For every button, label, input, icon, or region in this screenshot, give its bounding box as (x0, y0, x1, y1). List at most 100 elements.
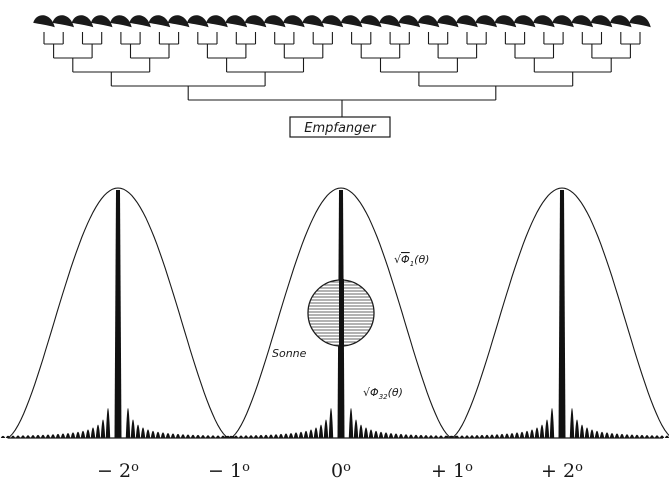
side-lobe (75, 431, 81, 438)
element-envelope (229, 187, 453, 439)
side-lobe (200, 435, 206, 438)
side-lobe (619, 433, 625, 438)
axis-label-minus-1: − 1o (208, 460, 250, 482)
side-lobe (549, 408, 555, 438)
side-lobe (499, 433, 505, 438)
side-lobe (524, 430, 530, 438)
side-lobe (368, 429, 374, 438)
antenna-dish (71, 15, 94, 28)
antenna-dish (398, 15, 421, 28)
axis-label-plus-1: + 1o (431, 460, 473, 482)
side-lobe (504, 433, 510, 438)
side-lobe (323, 419, 329, 438)
side-lobe (308, 429, 314, 438)
side-lobe (644, 435, 650, 438)
side-lobe (574, 419, 580, 438)
side-lobe (190, 434, 196, 438)
side-lobe (70, 432, 76, 438)
side-lobe (65, 433, 71, 438)
element-envelope (6, 187, 230, 439)
side-lobe (584, 427, 590, 438)
side-lobe (125, 408, 131, 438)
side-lobe (604, 432, 610, 438)
antenna-dish (225, 15, 248, 28)
side-lobe (170, 433, 176, 438)
side-lobe (579, 424, 585, 438)
axis-label-plus-2: + 2o (541, 460, 583, 482)
side-lobe (318, 424, 324, 438)
side-lobe (130, 419, 136, 438)
side-lobe (328, 408, 334, 438)
antenna-dish (513, 15, 536, 28)
antenna-dish (571, 15, 594, 28)
side-lobe (155, 431, 161, 438)
antenna-dish (590, 15, 613, 28)
antenna-dish (129, 15, 151, 28)
side-lobe (393, 433, 399, 438)
side-lobe (614, 433, 620, 438)
side-lobe (248, 435, 254, 438)
side-lobe (348, 408, 354, 438)
side-lobe (539, 424, 545, 438)
antenna-dish (610, 15, 632, 28)
antenna-dish (552, 15, 574, 28)
side-lobe (594, 430, 600, 438)
antenna-dish (90, 15, 113, 28)
antenna-dish (206, 15, 228, 28)
antenna-dish (321, 15, 344, 28)
side-lobe (484, 434, 490, 438)
side-lobe (358, 424, 364, 438)
element-pattern-label: √Φ1(θ) (394, 253, 429, 268)
antenna-dish (33, 15, 55, 28)
side-lobe (45, 434, 51, 438)
side-lobe (363, 427, 369, 438)
side-lobe (273, 434, 279, 438)
side-lobe (278, 433, 284, 438)
element-pattern-envelopes (6, 187, 669, 439)
side-lobe (494, 434, 500, 438)
element-envelope (450, 187, 669, 439)
side-lobe (90, 427, 96, 438)
antenna-dish (52, 15, 75, 28)
receiver-box: Empfanger (289, 116, 391, 138)
side-lobe (40, 434, 46, 438)
side-lobe (544, 419, 550, 438)
side-lobe (418, 434, 424, 438)
sun-label: Sonne (272, 347, 307, 360)
antenna-array (33, 15, 651, 28)
side-lobe (100, 419, 106, 438)
side-lobe (353, 419, 359, 438)
side-lobe (283, 433, 289, 438)
side-lobe (428, 435, 434, 438)
side-lobe (634, 434, 640, 438)
side-lobe (268, 434, 274, 438)
antenna-dish (302, 15, 325, 28)
side-lobe (388, 433, 394, 438)
side-lobe (609, 433, 615, 438)
side-lobe (303, 430, 309, 438)
main-lobe (558, 190, 566, 438)
feed-network-tree (43, 32, 641, 117)
side-lobe (649, 435, 655, 438)
side-lobe (135, 424, 141, 438)
side-lobe (95, 424, 101, 438)
side-lobe (383, 432, 389, 438)
side-lobe (0, 435, 6, 438)
side-lobe (589, 429, 595, 438)
side-lobe (398, 433, 404, 438)
antenna-dish (456, 15, 478, 28)
antenna-dish (379, 15, 401, 28)
side-lobe (373, 430, 379, 438)
side-lobe (288, 433, 294, 438)
side-lobe (514, 432, 520, 438)
receiver-label: Empfanger (304, 121, 377, 136)
antenna-dish (475, 15, 498, 28)
side-lobe (165, 433, 171, 438)
side-lobe (474, 435, 480, 438)
axis-label-zero: 0o (331, 460, 351, 482)
side-lobe (413, 434, 419, 438)
side-lobe (160, 432, 166, 438)
antenna-dish (244, 15, 267, 28)
side-lobe (140, 427, 146, 438)
